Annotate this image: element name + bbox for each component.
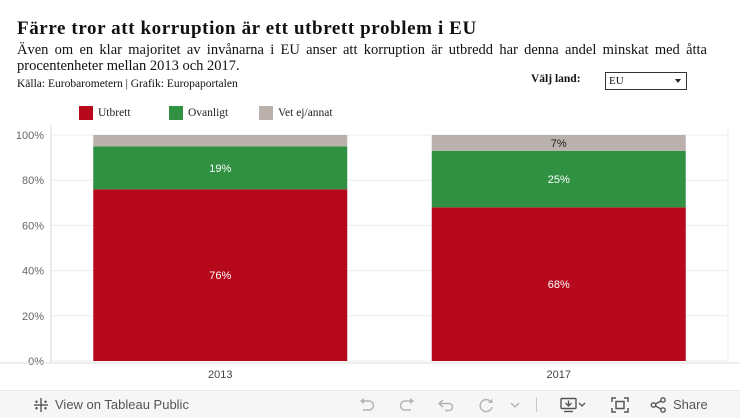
stacked-bar-chart: 0% 20% 40% 60% 80% 100% 76% 19% 2013 68% 25% 7% 2017 <box>0 125 740 381</box>
data-label: 68% <box>548 279 570 291</box>
legend-swatch <box>259 106 273 120</box>
y-tick-label: 20% <box>22 311 44 323</box>
download-icon <box>560 397 586 412</box>
chevron-down-icon <box>510 401 520 408</box>
toolbar-divider <box>536 397 537 412</box>
country-filter-label: Välj land: <box>531 73 581 85</box>
dropdown-arrow-icon <box>675 79 681 83</box>
bar-ovanligt-2017 <box>431 150 686 208</box>
x-tick-label: 2013 <box>208 369 232 381</box>
chart-subtitle: Även om en klar majoritet av invånarna i… <box>17 42 707 74</box>
data-label: 76% <box>209 270 231 282</box>
source-note: Källa: Eurobarometern | Grafik: Europapo… <box>17 78 238 90</box>
country-filter-value: EU <box>609 75 624 87</box>
redo-icon <box>399 397 414 411</box>
undo-icon <box>360 397 375 411</box>
tableau-logo-icon <box>34 397 48 412</box>
share-label: Share <box>673 397 708 412</box>
legend-label: Vet ej/annat <box>278 107 333 119</box>
legend-item-utbrett[interactable]: Utbrett <box>79 106 131 120</box>
pause-updates-button[interactable] <box>477 391 495 418</box>
country-filter-dropdown[interactable]: EU <box>605 72 687 90</box>
full-screen-button[interactable] <box>611 391 629 418</box>
more-button[interactable] <box>510 391 520 418</box>
revert-icon <box>437 398 454 411</box>
full-screen-icon <box>611 396 629 413</box>
y-tick-label: 0% <box>28 356 44 368</box>
download-button[interactable] <box>560 391 586 418</box>
undo-button[interactable] <box>358 391 376 418</box>
data-label: 19% <box>209 163 231 175</box>
y-tick-label: 60% <box>22 220 44 232</box>
legend-swatch <box>169 106 183 120</box>
data-label: 7% <box>551 138 567 150</box>
legend-label: Ovanligt <box>188 107 229 119</box>
revert-button[interactable] <box>437 391 455 418</box>
bar-vet-ej-annat-2017 <box>431 135 686 151</box>
data-label: 25% <box>548 174 570 186</box>
tableau-toolbar: View on Tableau Public <box>0 390 740 418</box>
x-tick-label: 2017 <box>547 369 571 381</box>
share-icon <box>650 396 666 413</box>
y-tick-label: 40% <box>22 266 44 278</box>
refresh-icon <box>479 398 493 412</box>
bar-utbrett-2013 <box>93 189 348 361</box>
view-on-tableau-label: View on Tableau Public <box>55 397 189 412</box>
bar-vet-ej-annat-2013 <box>93 135 348 147</box>
bar-ovanligt-2013 <box>93 146 348 190</box>
bar-utbrett-2017 <box>431 207 686 361</box>
share-button[interactable]: Share <box>650 391 708 418</box>
legend-item-vet-ej[interactable]: Vet ej/annat <box>259 106 333 120</box>
y-tick-label: 100% <box>16 130 44 142</box>
chart-title: Färre tror att korruption är ett utbrett… <box>17 18 477 39</box>
legend-label: Utbrett <box>98 107 131 119</box>
redo-button[interactable] <box>398 391 416 418</box>
y-tick-label: 80% <box>22 175 44 187</box>
view-on-tableau-link[interactable]: View on Tableau Public <box>33 391 189 418</box>
legend-swatch <box>79 106 93 120</box>
legend-item-ovanligt[interactable]: Ovanligt <box>169 106 228 120</box>
